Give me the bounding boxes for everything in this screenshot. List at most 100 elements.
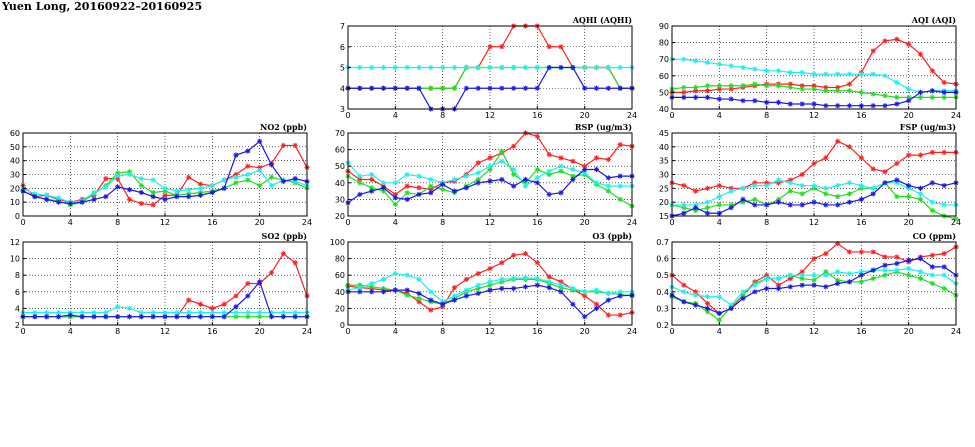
x-tick-label: 24: [302, 327, 312, 336]
x-tick-label: 16: [207, 218, 217, 227]
point-red-21: [268, 270, 275, 276]
y-tick-label: 60: [335, 271, 345, 280]
y-tick-label: 40: [659, 105, 669, 114]
point-cyan-7: [428, 64, 434, 71]
point-red-11: [475, 160, 481, 166]
point-cyan-20: [906, 265, 912, 272]
point-red-19: [894, 254, 900, 260]
x-tick-label: 4: [717, 218, 722, 227]
point-blue-5: [728, 305, 734, 311]
y-tick-label: 2: [15, 321, 20, 330]
point-green-4: [716, 202, 722, 208]
point-red-12: [811, 160, 817, 167]
point-blue-17: [546, 64, 552, 71]
point-green-18: [882, 272, 888, 278]
point-blue-21: [268, 314, 275, 320]
point-red-4: [392, 191, 398, 198]
point-red-17: [221, 301, 227, 307]
point-cyan-14: [835, 269, 841, 275]
chart-o3: 0 4 8 12 16 20 24 0 20 40 60 80 100 O3 (ppb): [330, 231, 637, 336]
point-blue-2: [693, 205, 699, 211]
point-blue-18: [882, 262, 888, 268]
point-blue-1: [32, 194, 38, 200]
point-blue-1: [681, 210, 687, 216]
point-green-15: [846, 88, 853, 94]
point-blue-16: [534, 180, 540, 186]
point-red-19: [245, 280, 251, 287]
point-red-15: [846, 81, 853, 87]
x-tick-label: 24: [627, 111, 637, 120]
point-blue-18: [233, 304, 239, 310]
point-cyan-13: [823, 272, 829, 278]
point-green-19: [894, 94, 900, 100]
point-blue-11: [799, 101, 805, 107]
y-tick-label: 20: [335, 212, 345, 221]
point-green-14: [511, 171, 517, 178]
y-tick-label: 40: [335, 179, 345, 188]
point-blue-21: [917, 256, 924, 262]
point-cyan-6: [740, 289, 746, 295]
x-tick-label: 8: [115, 218, 120, 227]
point-red-17: [546, 44, 552, 50]
x-tick-label: 12: [160, 218, 170, 227]
point-blue-12: [811, 199, 817, 205]
point-cyan-15: [197, 185, 204, 191]
point-red-18: [882, 254, 888, 260]
y-tick-label: 90: [659, 22, 669, 31]
point-blue-21: [593, 305, 600, 311]
point-green-10: [138, 182, 144, 189]
point-blue-17: [870, 191, 876, 197]
chart-rsp: 0 4 8 12 16 20 24 20 30 40 50 60 70 RSP (ug/m3): [335, 122, 637, 227]
point-blue-23: [617, 293, 623, 299]
y-tick-label: 30: [659, 171, 669, 180]
point-cyan-11: [799, 272, 805, 278]
point-blue-7: [103, 194, 109, 200]
point-blue-4: [67, 200, 73, 207]
point-blue-2: [369, 188, 375, 194]
y-tick-label: 20: [10, 184, 20, 193]
point-cyan-4: [392, 180, 398, 186]
point-cyan-2: [369, 64, 375, 71]
point-cyan-19: [894, 79, 900, 86]
point-blue-22: [280, 314, 286, 320]
point-blue-4: [67, 312, 73, 318]
panel-title: AQI (AQI): [911, 15, 956, 25]
point-red-12: [487, 265, 493, 272]
point-cyan-2: [693, 58, 699, 64]
point-red-17: [870, 48, 876, 54]
point-cyan-8: [115, 173, 121, 179]
chart-aqi: 0 4 8 12 16 20 24 40 50 60 70 80 90 AQI (AQI): [659, 15, 961, 120]
point-cyan-12: [162, 309, 168, 316]
point-red-11: [799, 83, 805, 89]
point-blue-5: [404, 196, 410, 202]
point-blue-15: [846, 279, 853, 285]
point-red-14: [511, 143, 517, 149]
point-cyan-6: [740, 185, 746, 191]
point-blue-6: [740, 295, 746, 302]
point-green-20: [257, 182, 263, 189]
point-blue-20: [257, 138, 263, 144]
y-tick-label: 50: [10, 143, 20, 152]
point-green-18: [558, 168, 564, 174]
point-blue-20: [582, 166, 588, 173]
point-red-15: [846, 144, 853, 150]
point-blue-17: [870, 267, 876, 273]
point-cyan-19: [245, 309, 251, 316]
x-tick-label: 24: [951, 218, 961, 227]
point-red-22: [929, 149, 935, 155]
point-cyan-10: [463, 173, 469, 179]
point-blue-10: [787, 202, 793, 208]
point-red-3: [704, 185, 711, 191]
x-tick-label: 0: [669, 218, 674, 227]
point-green-4: [716, 317, 722, 323]
point-blue-20: [906, 98, 912, 104]
point-cyan-4: [716, 61, 722, 67]
point-cyan-22: [605, 290, 611, 297]
point-green-16: [858, 279, 864, 285]
point-blue-17: [870, 103, 876, 109]
y-tick-label: 60: [10, 129, 20, 138]
point-blue-8: [115, 314, 121, 320]
point-cyan-14: [511, 275, 517, 282]
point-cyan-21: [593, 64, 600, 71]
panel-title: SO2 (ppb): [262, 231, 308, 241]
